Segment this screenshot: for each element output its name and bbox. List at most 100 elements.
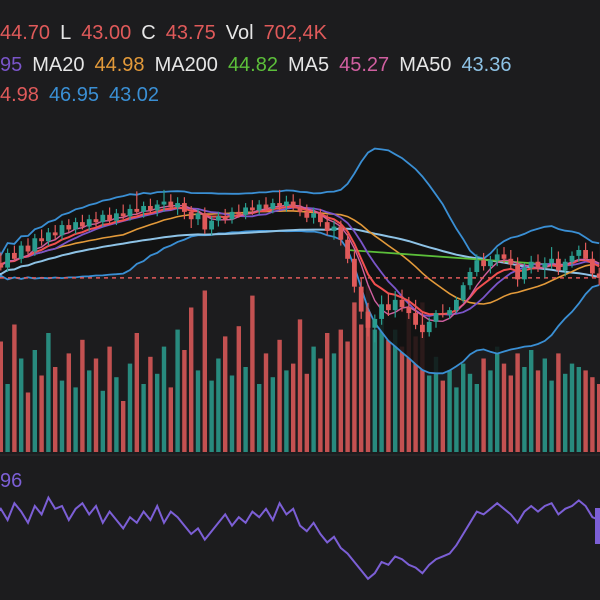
- volume-bar: [66, 353, 71, 452]
- candle-body: [345, 239, 350, 259]
- header-row1-item-3: C: [141, 22, 156, 44]
- candle-body: [528, 261, 534, 268]
- candle-body: [250, 207, 255, 211]
- candle-body: [39, 238, 44, 242]
- candle-body: [311, 213, 316, 218]
- candlestick-series: [0, 189, 600, 343]
- volume-bar: [529, 350, 534, 452]
- volume-bar: [284, 370, 289, 452]
- volume-bar: [393, 329, 398, 452]
- volume-bar: [583, 370, 588, 452]
- candle-body: [80, 222, 85, 227]
- volume-bar: [481, 358, 486, 452]
- volume-bar: [372, 329, 377, 452]
- volume-bar: [563, 373, 568, 452]
- header-row2-item-7: MA50: [399, 54, 452, 76]
- volume-bar: [73, 387, 78, 452]
- volume-bar: [155, 373, 160, 452]
- volume-bar: [107, 346, 112, 452]
- volume-bar: [32, 350, 37, 452]
- candle-body: [501, 254, 507, 259]
- volume-bar: [542, 358, 547, 452]
- ema-line: [0, 205, 600, 316]
- candle-body: [256, 204, 262, 211]
- ma-header: 95 MA20 44.98 MA200 44.82 MA5 45.27 MA50 43.36: [0, 53, 522, 77]
- volume-bar: [597, 384, 600, 452]
- volume-bar: [250, 295, 255, 452]
- candle-body: [100, 214, 106, 223]
- volume-bar: [148, 356, 153, 452]
- candle-body: [420, 324, 425, 333]
- candle-body: [18, 245, 24, 259]
- volume-bar: [495, 346, 500, 452]
- candle-body: [25, 245, 31, 252]
- header-row2-item-6: 45.27: [339, 54, 390, 76]
- volume-bar: [5, 384, 10, 452]
- volume-bar: [590, 377, 595, 452]
- header-row2-item-1: MA20: [32, 54, 85, 76]
- ma20-line: [0, 209, 600, 305]
- candle-body: [331, 226, 337, 231]
- header-row2-item-3: MA200: [154, 54, 218, 76]
- candle-body: [433, 313, 439, 322]
- candle-body: [413, 313, 418, 325]
- header-row2-item-2: 44.98: [94, 54, 145, 76]
- volume-bar: [365, 285, 371, 452]
- volume-bar: [359, 324, 364, 452]
- candle-body: [447, 310, 452, 315]
- candle-body: [202, 213, 208, 230]
- volume-bar: [59, 380, 65, 452]
- candle-body: [515, 264, 520, 280]
- candle-body: [73, 222, 78, 230]
- header-row2-item-5: MA5: [288, 54, 330, 76]
- header-row2-item-4: 44.82: [227, 54, 278, 76]
- candle-body: [148, 206, 153, 211]
- candle-body: [161, 201, 167, 205]
- volume-bar: [182, 350, 187, 452]
- volume-bar: [399, 346, 405, 452]
- candle-body: [392, 299, 398, 311]
- candle-body: [134, 208, 140, 212]
- header-row1-item-6: 702,4K: [263, 22, 327, 44]
- candle-body: [508, 258, 514, 265]
- candle-body: [59, 225, 65, 236]
- volume-bar: [277, 339, 282, 452]
- candle-body: [569, 255, 575, 262]
- ohlc-header: 44.70 L 43.00 C 43.75 Vol 702,4K: [0, 21, 337, 45]
- header-row3-item-0: 4.98: [0, 84, 39, 106]
- candle-body: [542, 263, 548, 268]
- volume-bar: [223, 336, 228, 452]
- volume-bar: [379, 319, 384, 452]
- candle-body: [277, 203, 282, 206]
- candle-body: [175, 203, 180, 208]
- volume-bar: [488, 370, 493, 452]
- header-row1-item-1: L: [60, 22, 72, 44]
- volume-bar: [318, 358, 323, 452]
- candle-body: [236, 211, 242, 215]
- volume-bar: [53, 367, 58, 452]
- volume-bar: [508, 375, 513, 452]
- candle-body: [0, 263, 4, 268]
- candle-body: [120, 213, 126, 217]
- header-row1-item-0: 44.70: [0, 22, 51, 44]
- candle-body: [522, 267, 527, 280]
- candle-body: [352, 258, 357, 287]
- bollinger-upper-band: [0, 147, 600, 260]
- candle-body: [86, 219, 92, 227]
- candle-body: [379, 304, 384, 319]
- header-row3-item-1: 46.95: [48, 84, 99, 106]
- candle-body: [195, 213, 201, 220]
- volume-bar: [304, 373, 309, 452]
- candle-body: [535, 261, 541, 268]
- volume-bar: [127, 363, 133, 452]
- volume-bar: [576, 367, 581, 452]
- volume-bar: [461, 363, 466, 452]
- volume-bar: [291, 363, 296, 452]
- volume-bar: [297, 319, 303, 452]
- volume-bar: [100, 390, 105, 452]
- candle-body: [290, 201, 296, 208]
- candle-body: [460, 285, 466, 300]
- volume-bar: [216, 358, 221, 452]
- candle-body: [365, 311, 371, 328]
